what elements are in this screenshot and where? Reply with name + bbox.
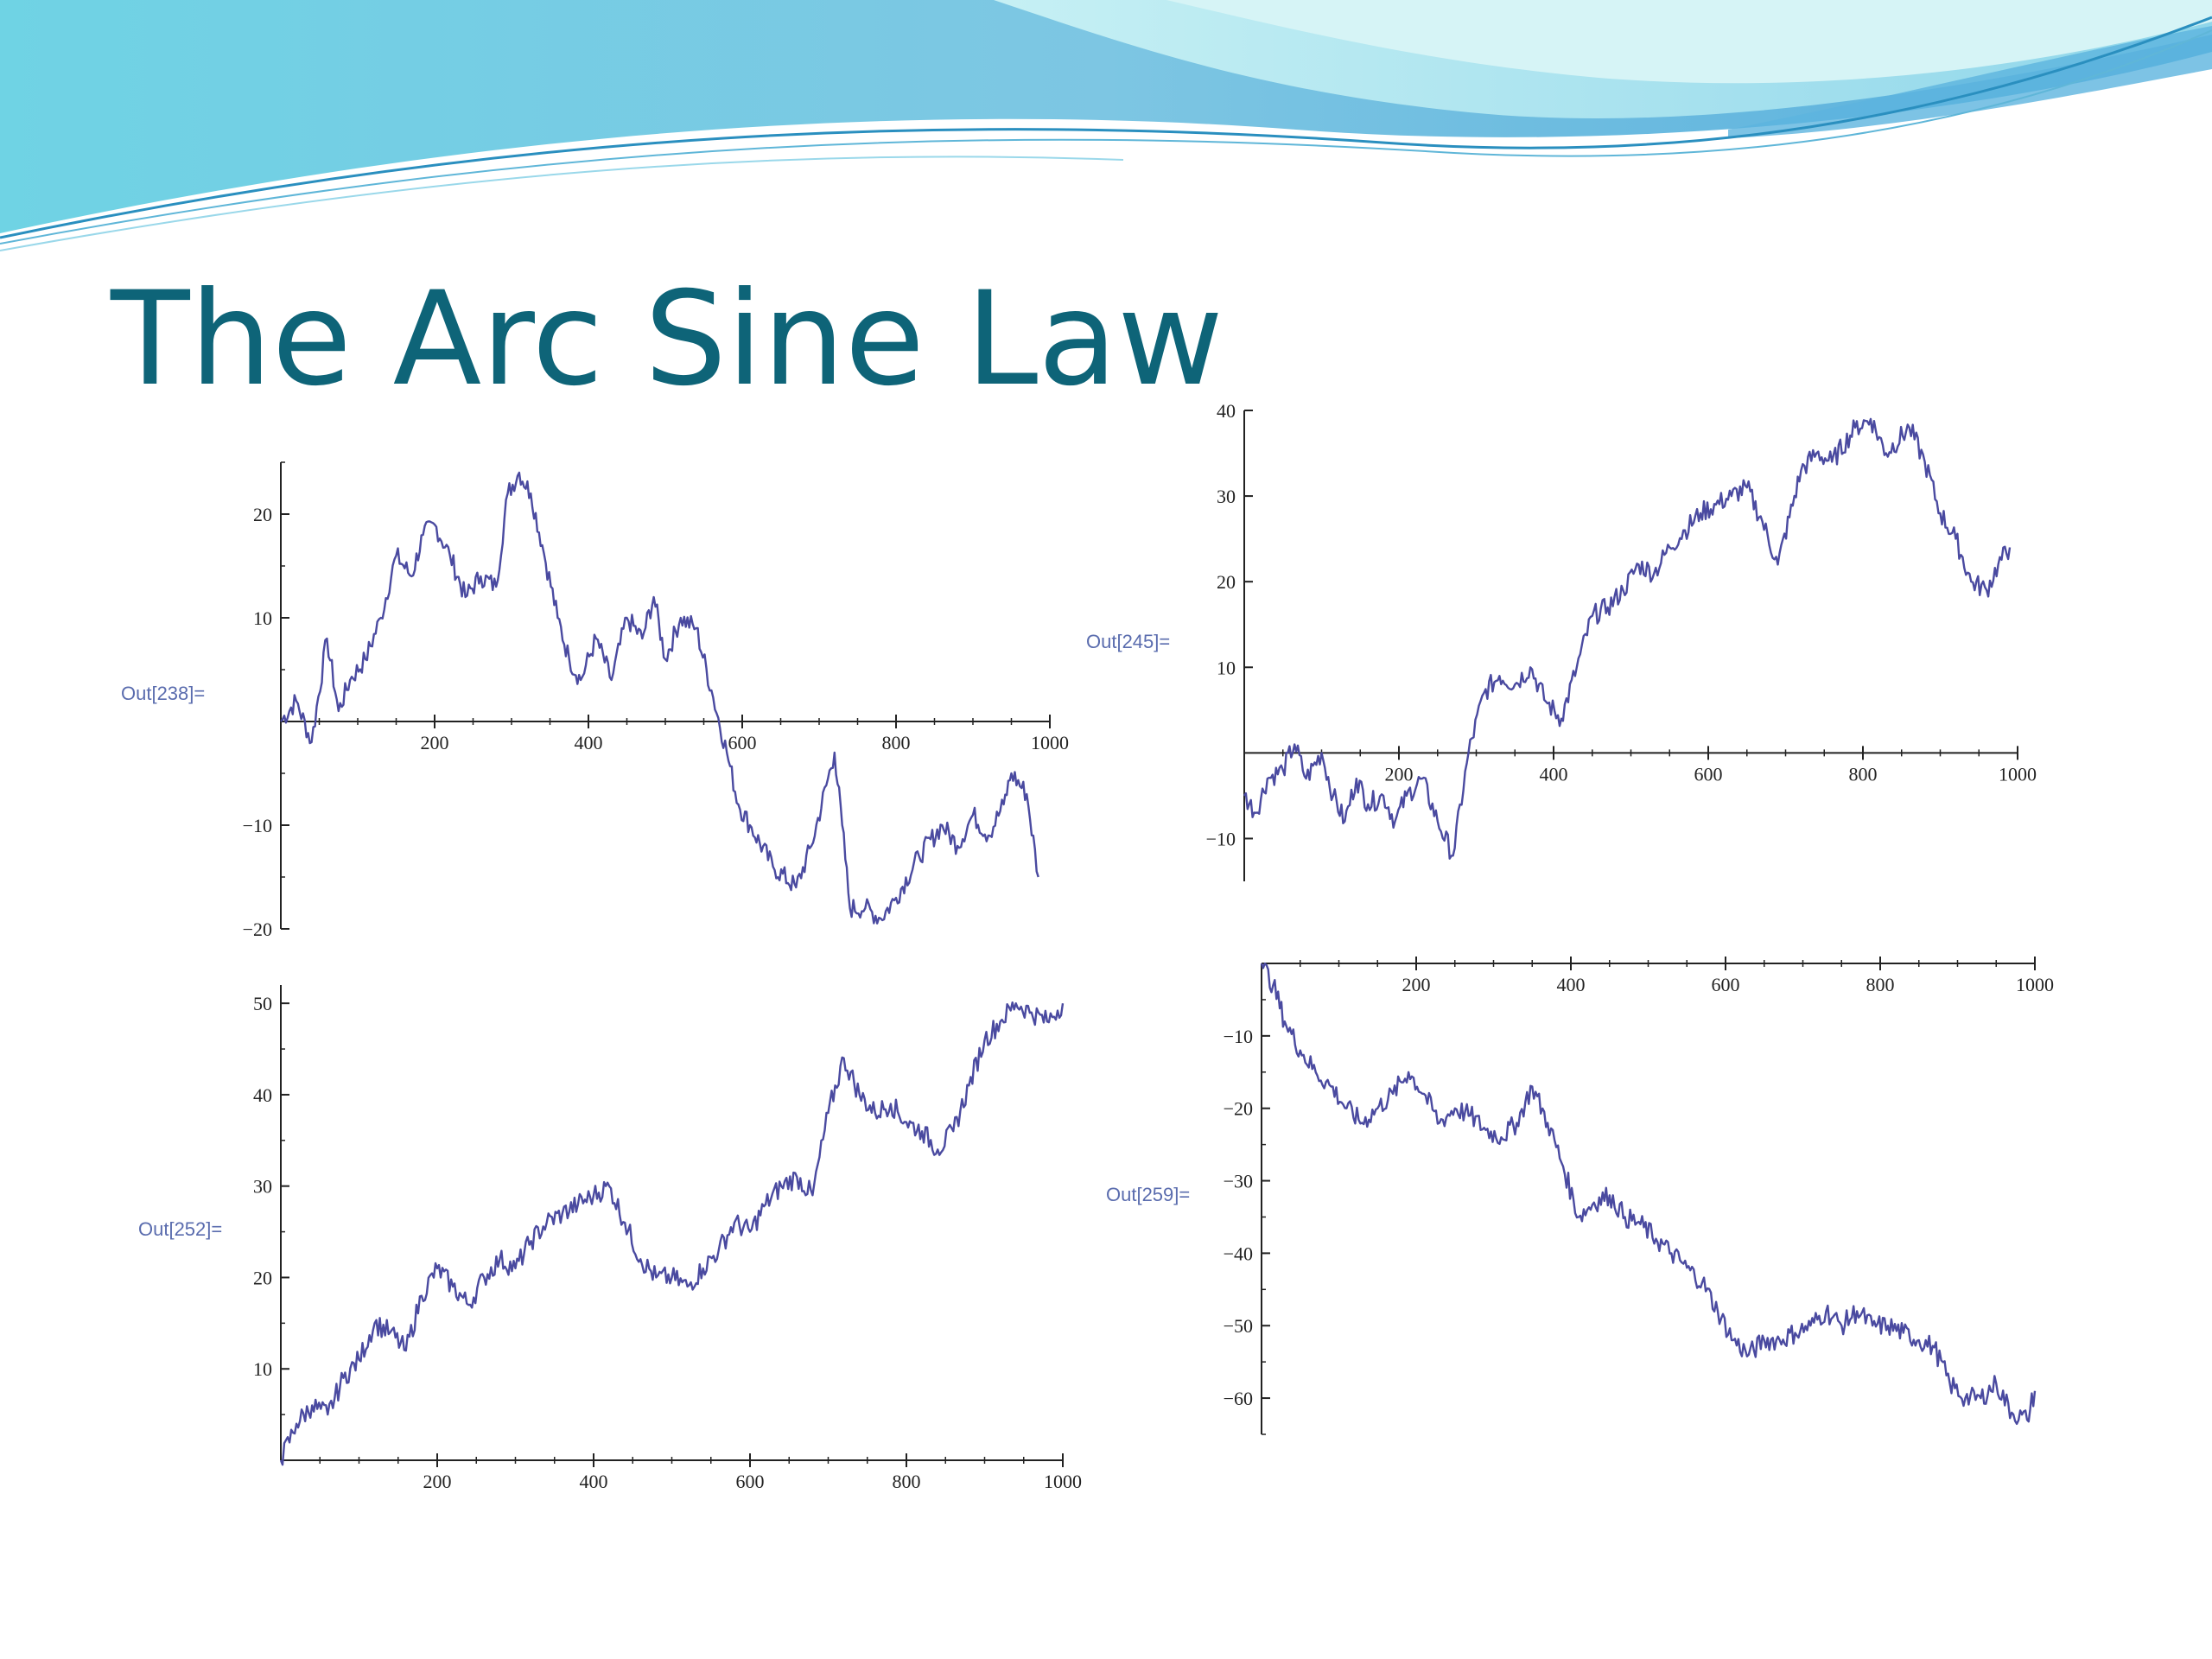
series-line (280, 471, 1039, 925)
x-tick-label: 400 (580, 1471, 608, 1492)
y-tick-label: −20 (1224, 1098, 1253, 1120)
out-label-259: Out[259]= (1106, 1184, 1191, 1205)
x-tick-label: 1000 (1999, 763, 2037, 785)
slide-title: The Arc Sine Law (111, 264, 1224, 415)
y-tick-label: 10 (253, 607, 272, 629)
y-tick-label: 10 (1217, 657, 1236, 678)
x-tick-label: 200 (421, 732, 449, 753)
line-chart-3: 200 400 600 800 1000 10 20 30 40 50 (253, 985, 1082, 1492)
y-tick-label: −10 (1206, 828, 1236, 849)
x-tick-label: 600 (736, 1471, 765, 1492)
chart-panel-2: Out[245]= 200 400 600 800 1000 −10 10 20 30 40 (1084, 397, 2037, 894)
y-tick-label: 30 (253, 1176, 272, 1198)
y-tick-label: −40 (1224, 1243, 1253, 1264)
y-tick-label: 40 (253, 1084, 272, 1106)
y-tick-label: 20 (253, 504, 272, 525)
x-tick-label: 1000 (2016, 974, 2054, 995)
x-tick-label: 600 (1694, 763, 1723, 785)
x-tick-label: 800 (882, 732, 911, 753)
line-chart-2: 200 400 600 800 1000 −10 10 20 30 40 (1206, 400, 2037, 881)
x-tick-label: 200 (1385, 763, 1414, 785)
y-tick-label: −20 (243, 918, 272, 940)
y-tick-label: −50 (1224, 1315, 1253, 1337)
y-tick-label: 30 (1217, 486, 1236, 507)
x-tick-label: 400 (1557, 974, 1586, 995)
out-label-238: Out[238]= (121, 683, 206, 704)
x-tick-label: 400 (575, 732, 603, 753)
chart-panel-4: Out[259]= 200 400 600 800 1000 −10 −20 −30 −40 −5… (1106, 950, 2054, 1447)
header-wave-banner (0, 0, 2212, 251)
y-tick-label: −10 (243, 815, 272, 836)
y-tick-label: 20 (1217, 571, 1236, 593)
y-tick-label: 10 (253, 1358, 272, 1380)
line-chart-4: 200 400 600 800 1000 −10 −20 −30 −40 −50 −60 (1224, 957, 2054, 1435)
x-tick-label: 800 (893, 1471, 921, 1492)
x-tick-label: 400 (1540, 763, 1568, 785)
x-tick-label: 200 (423, 1471, 452, 1492)
x-tick-label: 800 (1866, 974, 1895, 995)
x-tick-label: 800 (1849, 763, 1878, 785)
y-tick-label: 50 (253, 993, 272, 1014)
y-tick-label: −60 (1224, 1388, 1253, 1409)
out-label-252: Out[252]= (138, 1218, 223, 1240)
x-tick-label: 200 (1402, 974, 1431, 995)
x-tick-label: 1000 (1044, 1471, 1082, 1492)
chart-panel-1: Out[238]= 200 400 600 800 1000 −20 −10 10 20 (121, 449, 1069, 942)
y-tick-label: −30 (1224, 1171, 1253, 1192)
chart-panel-3: Out[252]= 200 400 600 800 1000 10 20 30 40 50 (138, 968, 1084, 1495)
y-tick-label: 40 (1217, 400, 1236, 422)
y-tick-label: −10 (1224, 1026, 1253, 1047)
series-line (1243, 417, 2012, 860)
x-tick-label: 1000 (1031, 732, 1069, 753)
x-tick-label: 600 (728, 732, 757, 753)
out-label-245: Out[245]= (1086, 631, 1171, 652)
series-line (279, 1001, 1065, 1466)
series-line (1260, 962, 2037, 1426)
line-chart-1: 200 400 600 800 1000 −20 −10 10 20 (243, 461, 1069, 940)
y-tick-label: 20 (253, 1267, 272, 1288)
x-tick-label: 600 (1712, 974, 1740, 995)
